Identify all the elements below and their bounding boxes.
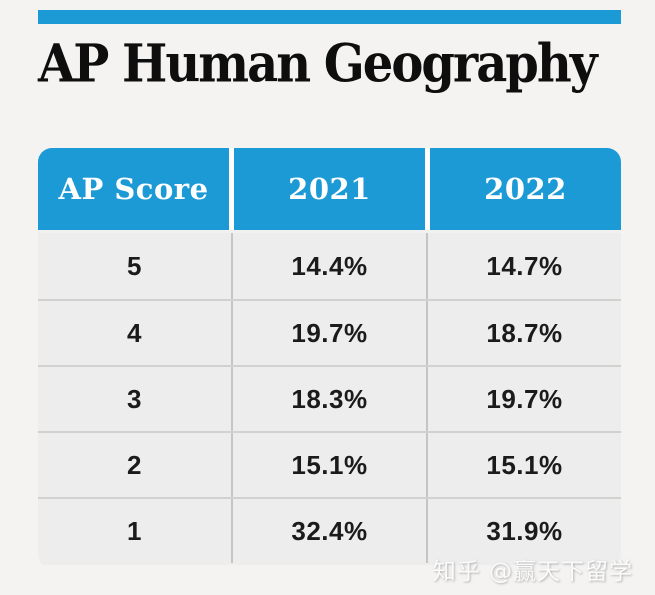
table-row: 3 18.3% 19.7% <box>38 365 621 431</box>
score-cell: 2 <box>127 449 142 480</box>
score-cell: 5 <box>127 250 142 281</box>
value-cell: 31.9% <box>426 499 621 563</box>
value-cell: 32.4% <box>231 499 426 563</box>
value-cell: 19.7% <box>231 301 426 365</box>
value-cell: 18.7% <box>426 301 621 365</box>
value-cell: 18.3% <box>231 367 426 431</box>
header-cell-2021: 2021 <box>229 148 425 230</box>
value-cell: 15.1% <box>231 433 426 497</box>
score-cell: 4 <box>127 317 142 348</box>
table-row: 1 32.4% 31.9% <box>38 497 621 563</box>
value-cell: 15.1% <box>426 433 621 497</box>
value-cell: 14.4% <box>231 233 426 299</box>
table-header-row: AP Score 2021 2022 <box>38 148 621 233</box>
score-table: AP Score 2021 2022 5 14.4% 14.7% 4 19.7% 18.7… <box>38 148 621 568</box>
table-row: 5 14.4% 14.7% <box>38 233 621 299</box>
table-body: 5 14.4% 14.7% 4 19.7% 18.7% 3 18.3% 19.7% 2 15.1% 1… <box>38 233 621 565</box>
watermark: 知乎 @赢天下留学 <box>432 559 633 585</box>
score-cell: 3 <box>127 383 142 414</box>
page-title: AP Human Geography <box>38 33 598 95</box>
table-row: 2 15.1% 15.1% <box>38 431 621 497</box>
header-cell-ap-score: AP Score <box>58 172 209 206</box>
value-cell: 19.7% <box>426 367 621 431</box>
accent-bar <box>38 10 621 24</box>
table-row: 4 19.7% 18.7% <box>38 299 621 365</box>
header-cell-2022: 2022 <box>425 148 621 230</box>
value-cell: 14.7% <box>426 233 621 299</box>
score-cell: 1 <box>127 515 142 546</box>
